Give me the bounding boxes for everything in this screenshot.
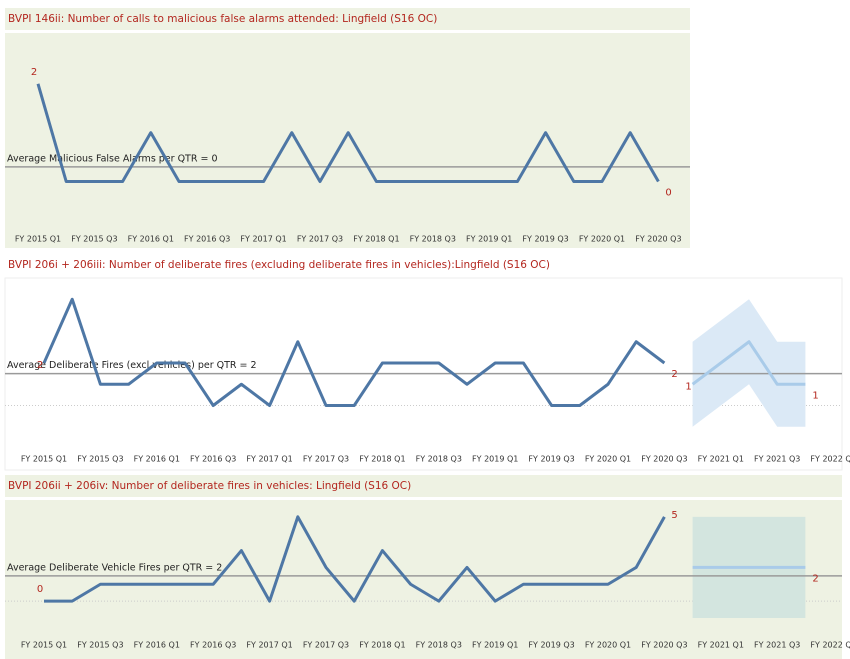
x-tick-label: FY 2021 Q3 — [754, 641, 800, 650]
x-tick-label: FY 2017 Q3 — [303, 455, 349, 464]
x-tick-label: FY 2016 Q1 — [128, 235, 174, 244]
x-tick-label: FY 2017 Q1 — [246, 641, 292, 650]
data-label: 2 — [671, 369, 677, 380]
data-label: 1 — [685, 381, 691, 392]
reference-label: Average Deliberate Vehicle Fires per QTR… — [7, 562, 222, 573]
x-tick-label: FY 2018 Q1 — [359, 455, 405, 464]
x-tick-label: FY 2018 Q1 — [359, 641, 405, 650]
x-tick-label: FY 2017 Q1 — [240, 235, 286, 244]
data-label: 0 — [37, 584, 43, 595]
x-tick-label: FY 2018 Q3 — [416, 641, 462, 650]
x-tick-label: FY 2017 Q3 — [297, 235, 343, 244]
reference-label: Average Malicious False Alarms per QTR =… — [7, 153, 218, 164]
data-label: 2 — [37, 360, 43, 371]
x-tick-label: FY 2018 Q3 — [416, 455, 462, 464]
title-band — [5, 8, 690, 30]
data-label: 2 — [31, 67, 37, 78]
x-tick-label: FY 2022 Q1 — [810, 641, 850, 650]
x-tick-label: FY 2016 Q3 — [184, 235, 230, 244]
series-line — [42, 297, 666, 407]
series-line — [44, 515, 666, 603]
x-tick-label: FY 2019 Q3 — [528, 641, 574, 650]
plot-background — [5, 33, 690, 248]
x-tick-label: FY 2016 Q1 — [134, 455, 180, 464]
x-tick-label: FY 2015 Q3 — [77, 641, 123, 650]
data-label: 2 — [812, 573, 818, 584]
data-label: 0 — [665, 188, 671, 199]
x-tick-label: FY 2021 Q3 — [754, 455, 800, 464]
x-tick-label: FY 2018 Q1 — [353, 235, 399, 244]
reference-label: Average Deliberate Fires (excl vehicles)… — [7, 360, 257, 371]
x-tick-label: FY 2018 Q3 — [410, 235, 456, 244]
x-tick-label: FY 2019 Q1 — [472, 455, 518, 464]
x-tick-label: FY 2017 Q3 — [303, 641, 349, 650]
x-tick-label: FY 2015 Q1 — [21, 455, 67, 464]
x-tick-label: FY 2020 Q1 — [579, 235, 625, 244]
x-tick-label: FY 2021 Q1 — [698, 455, 744, 464]
x-tick-label: FY 2020 Q3 — [635, 235, 681, 244]
x-tick-label: FY 2019 Q3 — [528, 455, 574, 464]
x-tick-label: FY 2016 Q3 — [190, 455, 236, 464]
x-tick-label: FY 2017 Q1 — [246, 455, 292, 464]
chart-title: BVPI 206ii + 206iv: Number of deliberate… — [8, 480, 411, 492]
data-label: 5 — [671, 510, 677, 521]
x-tick-label: FY 2020 Q1 — [585, 641, 631, 650]
x-tick-label: FY 2019 Q1 — [466, 235, 512, 244]
forecast-band — [692, 299, 806, 427]
x-tick-label: FY 2015 Q3 — [77, 455, 123, 464]
x-tick-label: FY 2016 Q3 — [190, 641, 236, 650]
series-line — [691, 340, 806, 386]
x-tick-label: FY 2020 Q3 — [641, 455, 687, 464]
x-tick-label: FY 2022 Q1 — [810, 455, 850, 464]
series-line — [36, 83, 660, 184]
x-tick-label: FY 2015 Q1 — [15, 235, 61, 244]
x-tick-label: FY 2015 Q3 — [71, 235, 117, 244]
chart-title: BVPI 206i + 206iii: Number of deliberate… — [8, 259, 550, 271]
x-tick-label: FY 2020 Q3 — [641, 641, 687, 650]
x-tick-label: FY 2021 Q1 — [698, 641, 744, 650]
x-tick-label: FY 2015 Q1 — [21, 641, 67, 650]
data-label: 1 — [812, 390, 818, 401]
x-tick-label: FY 2019 Q1 — [472, 641, 518, 650]
x-tick-label: FY 2016 Q1 — [134, 641, 180, 650]
chart-title: BVPI 146ii: Number of calls to malicious… — [8, 13, 437, 25]
x-tick-label: FY 2019 Q3 — [522, 235, 568, 244]
title-band — [5, 475, 842, 497]
x-tick-label: FY 2020 Q1 — [585, 455, 631, 464]
